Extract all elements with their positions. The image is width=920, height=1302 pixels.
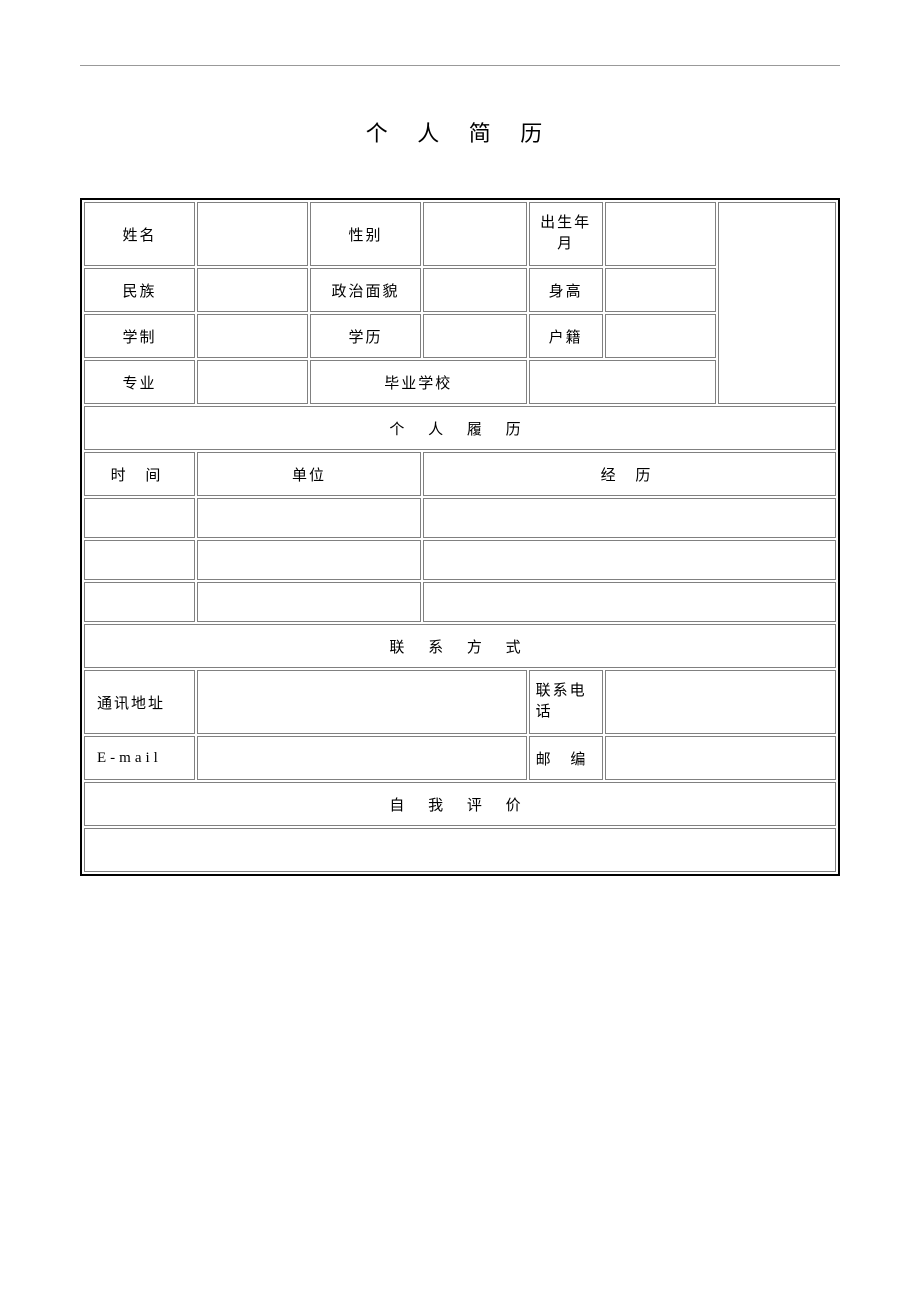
value-registered[interactable] xyxy=(605,314,716,358)
label-registered: 户籍 xyxy=(529,314,603,358)
row-self-eval-header: 自 我 评 价 xyxy=(84,782,836,826)
history-time-1[interactable] xyxy=(84,540,195,580)
value-birth[interactable] xyxy=(605,202,716,266)
value-height[interactable] xyxy=(605,268,716,312)
col-time: 时 间 xyxy=(84,452,195,496)
history-exp-0[interactable] xyxy=(423,498,836,538)
label-height: 身高 xyxy=(529,268,603,312)
row-contact-2: E-mail 邮 编 xyxy=(84,736,836,780)
section-self-eval-header: 自 我 评 价 xyxy=(84,782,836,826)
value-postal[interactable] xyxy=(605,736,836,780)
history-unit-1[interactable] xyxy=(197,540,421,580)
label-postal: 邮 编 xyxy=(529,736,603,780)
row-basic-1: 姓名 性别 出生年月 xyxy=(84,202,836,266)
value-address[interactable] xyxy=(197,670,527,734)
section-contact-header: 联 系 方 式 xyxy=(84,624,836,668)
col-unit: 单位 xyxy=(197,452,421,496)
photo-cell[interactable] xyxy=(718,202,836,404)
value-ethnicity[interactable] xyxy=(197,268,308,312)
row-history-cols: 时 间 单位 经 历 xyxy=(84,452,836,496)
label-ethnicity: 民族 xyxy=(84,268,195,312)
col-experience: 经 历 xyxy=(423,452,836,496)
label-edu-level: 学历 xyxy=(310,314,421,358)
row-self-eval-body xyxy=(84,828,836,872)
section-history-header: 个 人 履 历 xyxy=(84,406,836,450)
value-email[interactable] xyxy=(197,736,527,780)
value-school[interactable] xyxy=(529,360,716,404)
label-name: 姓名 xyxy=(84,202,195,266)
value-gender[interactable] xyxy=(423,202,527,266)
history-time-0[interactable] xyxy=(84,498,195,538)
label-edu-system: 学制 xyxy=(84,314,195,358)
page-title: 个 人 简 历 xyxy=(80,116,840,148)
history-exp-2[interactable] xyxy=(423,582,836,622)
value-phone[interactable] xyxy=(605,670,836,734)
label-birth: 出生年月 xyxy=(529,202,603,266)
value-edu-level[interactable] xyxy=(423,314,527,358)
label-address: 通讯地址 xyxy=(84,670,195,734)
history-exp-1[interactable] xyxy=(423,540,836,580)
self-eval-content[interactable] xyxy=(84,828,836,872)
label-phone: 联系电话 xyxy=(529,670,603,734)
value-name[interactable] xyxy=(197,202,308,266)
value-political[interactable] xyxy=(423,268,527,312)
history-row-1 xyxy=(84,540,836,580)
resume-table: 姓名 性别 出生年月 民族 政治面貌 身高 学制 学历 户籍 专业 毕业学校 个… xyxy=(80,198,840,876)
header-divider xyxy=(80,65,840,66)
history-row-0 xyxy=(84,498,836,538)
label-email: E-mail xyxy=(84,736,195,780)
label-gender: 性别 xyxy=(310,202,421,266)
label-major: 专业 xyxy=(84,360,195,404)
row-contact-1: 通讯地址 联系电话 xyxy=(84,670,836,734)
history-unit-2[interactable] xyxy=(197,582,421,622)
history-unit-0[interactable] xyxy=(197,498,421,538)
value-major[interactable] xyxy=(197,360,308,404)
row-contact-header: 联 系 方 式 xyxy=(84,624,836,668)
history-row-2 xyxy=(84,582,836,622)
history-time-2[interactable] xyxy=(84,582,195,622)
row-history-header: 个 人 履 历 xyxy=(84,406,836,450)
value-edu-system[interactable] xyxy=(197,314,308,358)
label-school: 毕业学校 xyxy=(310,360,527,404)
label-political: 政治面貌 xyxy=(310,268,421,312)
